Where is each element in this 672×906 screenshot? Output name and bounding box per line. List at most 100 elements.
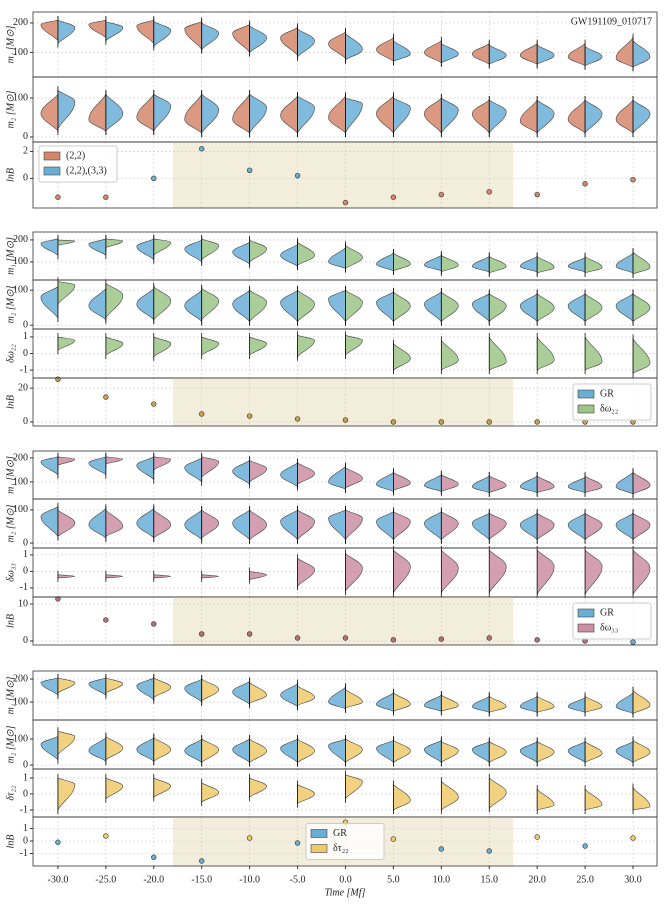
violin-half bbox=[615, 471, 634, 495]
violin-half bbox=[345, 509, 363, 540]
y-tick-label: 1 bbox=[23, 772, 28, 783]
violin-half bbox=[297, 557, 315, 588]
violin-half bbox=[536, 292, 555, 323]
y-tick-label: 100 bbox=[13, 696, 28, 707]
point bbox=[534, 419, 540, 425]
violin-half bbox=[280, 509, 298, 541]
point bbox=[630, 639, 636, 645]
violin-half bbox=[201, 336, 220, 356]
violin-half bbox=[441, 291, 459, 323]
y-tick-label: 10 bbox=[18, 598, 28, 609]
violin-half bbox=[328, 246, 346, 270]
violin-half bbox=[424, 510, 442, 541]
x-tick-label: 30.0 bbox=[624, 874, 642, 885]
violin-half bbox=[105, 20, 124, 42]
violin-half bbox=[567, 42, 586, 67]
point bbox=[199, 858, 205, 864]
violin-half bbox=[105, 574, 124, 579]
violin-half bbox=[488, 292, 507, 323]
violin-half bbox=[519, 292, 538, 323]
violin-half bbox=[201, 93, 220, 134]
point bbox=[199, 411, 205, 417]
violin-half bbox=[297, 334, 315, 358]
y-tick-label: 1 bbox=[23, 549, 28, 560]
violin-half bbox=[232, 509, 250, 541]
violin-half bbox=[57, 777, 76, 811]
point bbox=[55, 376, 61, 382]
y-tick-label: -1 bbox=[20, 364, 28, 375]
violin-half bbox=[153, 456, 172, 471]
violin-half bbox=[232, 738, 250, 764]
shaded-region bbox=[172, 142, 514, 208]
violin-half bbox=[567, 741, 586, 764]
violin-half bbox=[297, 462, 315, 486]
violin-half bbox=[441, 780, 459, 811]
point bbox=[246, 835, 253, 841]
violin-half bbox=[136, 238, 155, 261]
point bbox=[390, 194, 397, 200]
violin-half bbox=[232, 93, 250, 134]
x-tick-label: 0.0 bbox=[339, 874, 352, 885]
violin-half bbox=[297, 738, 315, 764]
violin-half bbox=[376, 95, 394, 135]
violin-half bbox=[584, 475, 603, 494]
y-tick-label: 200 bbox=[13, 234, 28, 245]
x-tick-label: 20.0 bbox=[528, 874, 546, 885]
violin-half bbox=[105, 336, 124, 356]
violin-half bbox=[441, 741, 459, 764]
y-tick-label: -1 bbox=[20, 848, 28, 859]
y-tick-label: 0 bbox=[23, 759, 28, 770]
y-tick-label: 0 bbox=[23, 566, 28, 577]
point bbox=[55, 839, 61, 845]
y-tick-label: 0 bbox=[23, 173, 28, 184]
legend-swatch bbox=[43, 166, 61, 176]
annotation: GW191109_010717 bbox=[571, 16, 652, 27]
violin-half bbox=[280, 738, 298, 764]
violin-half bbox=[615, 37, 634, 68]
y-tick-label: 0 bbox=[23, 131, 28, 142]
panel-frame bbox=[32, 141, 658, 209]
point bbox=[630, 177, 636, 183]
x-tick-label: 15.0 bbox=[481, 874, 499, 885]
y-axis-label: lnB bbox=[5, 835, 16, 849]
violin-half bbox=[471, 512, 490, 541]
violin-half bbox=[632, 548, 651, 595]
point bbox=[534, 637, 540, 643]
violin-half bbox=[345, 32, 363, 61]
violin-half bbox=[328, 95, 346, 134]
point bbox=[486, 848, 492, 854]
violin-half bbox=[441, 97, 459, 134]
y-tick-label: 2 bbox=[23, 146, 28, 157]
y-tick-label: 0 bbox=[23, 416, 28, 427]
y-axis-label: m₁ [M⊙] bbox=[5, 677, 16, 715]
violin-half bbox=[567, 476, 586, 494]
violin-half bbox=[376, 36, 394, 63]
violin-half bbox=[424, 694, 442, 712]
point bbox=[151, 854, 157, 860]
violin-half bbox=[249, 738, 267, 764]
y-tick-label: 100 bbox=[13, 256, 28, 267]
y-tick-label: 100 bbox=[13, 476, 28, 487]
y-tick-label: 1 bbox=[23, 823, 28, 834]
violin-half bbox=[536, 740, 555, 764]
violin-half bbox=[184, 678, 202, 703]
point bbox=[294, 635, 301, 641]
violin-half bbox=[584, 292, 603, 323]
y-tick-label: 200 bbox=[13, 452, 28, 463]
violin-half bbox=[615, 512, 634, 541]
violin-half bbox=[153, 677, 172, 699]
violin-half bbox=[345, 97, 363, 134]
point bbox=[486, 635, 492, 641]
violin-half bbox=[536, 336, 555, 371]
violin-half bbox=[393, 471, 411, 491]
y-axis-label: δτ₂₂ bbox=[5, 785, 16, 801]
y-tick-label: 0 bbox=[23, 835, 28, 846]
legend-label: δω₃₃ bbox=[600, 622, 618, 633]
violin-half bbox=[105, 508, 124, 538]
violin-half bbox=[328, 465, 346, 490]
point bbox=[151, 175, 157, 182]
violin-half bbox=[136, 677, 155, 701]
violin-half bbox=[184, 738, 202, 764]
y-tick-label: 100 bbox=[13, 47, 28, 58]
violin-half bbox=[584, 549, 603, 595]
